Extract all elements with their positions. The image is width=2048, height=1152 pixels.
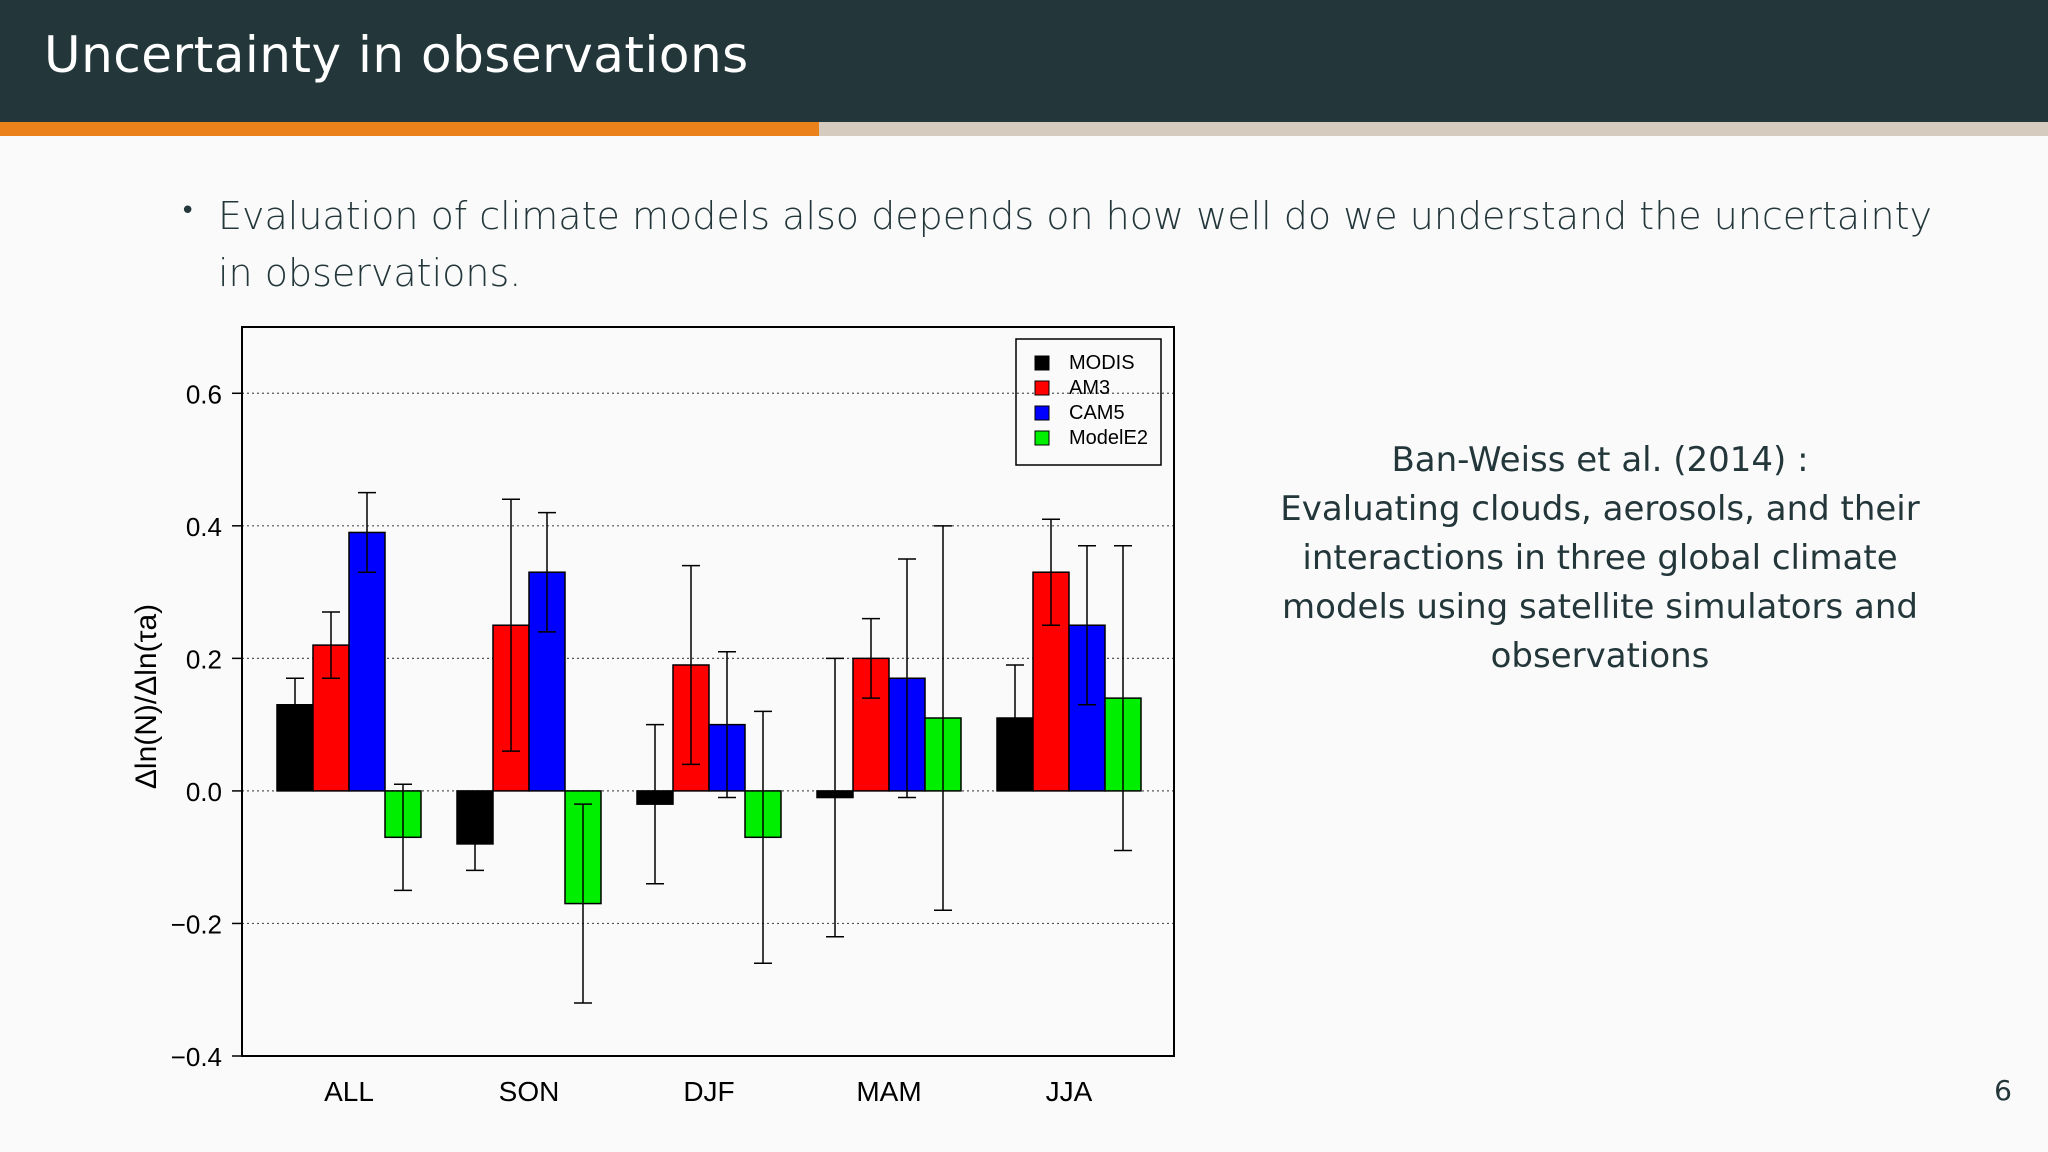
page-number: 6 <box>1994 1074 2012 1107</box>
legend-box <box>1015 338 1162 466</box>
legend-label: ModelE2 <box>1069 427 1148 449</box>
citation-line: observations <box>1490 636 1710 676</box>
y-tick-label: −0.4 <box>171 1042 222 1072</box>
bar-modis-son <box>456 790 494 845</box>
citation-line: interactions in three global climate <box>1302 538 1898 578</box>
x-tick-label: MAM <box>856 1076 921 1107</box>
x-tick-label: SON <box>499 1076 560 1107</box>
progress-bar-fill <box>0 122 820 136</box>
x-tick-label: JJA <box>1046 1076 1093 1107</box>
citation-line: Ban-Weiss et al. (2014) : <box>1391 440 1809 480</box>
bar-cam5-all <box>348 531 386 792</box>
x-tick-label: DJF <box>683 1076 734 1107</box>
slide-title: Uncertainty in observations <box>44 26 749 84</box>
bar-modis-jja <box>996 717 1034 792</box>
legend-swatch <box>1034 405 1050 421</box>
bar-modis-all <box>276 704 314 792</box>
plot-frame <box>241 326 1175 1057</box>
legend-swatch <box>1034 355 1050 371</box>
y-tick-label: 0.6 <box>186 379 222 409</box>
x-tick-label: ALL <box>324 1076 374 1107</box>
legend-swatch <box>1034 380 1050 396</box>
legend-label: MODIS <box>1069 352 1135 374</box>
legend-label: CAM5 <box>1069 402 1125 424</box>
y-tick-label: 0.2 <box>186 644 222 674</box>
y-tick-label: 0.4 <box>186 512 222 542</box>
legend-label: AM3 <box>1069 377 1110 399</box>
legend-swatch <box>1034 430 1050 446</box>
citation-block: Ban-Weiss et al. (2014) : Evaluating clo… <box>1270 436 1930 681</box>
bullet-text: Evaluation of climate models also depend… <box>218 194 1933 295</box>
slide-header <box>0 0 2048 122</box>
y-tick-label: 0.0 <box>186 777 222 807</box>
y-axis-label: Δln(N)/Δln(τa) <box>130 604 163 789</box>
citation-line: Evaluating clouds, aerosols, and their <box>1280 489 1920 529</box>
bullet-marker: • <box>180 196 196 226</box>
y-tick-label: −0.2 <box>171 909 222 939</box>
citation-line: models using satellite simulators and <box>1282 587 1918 627</box>
